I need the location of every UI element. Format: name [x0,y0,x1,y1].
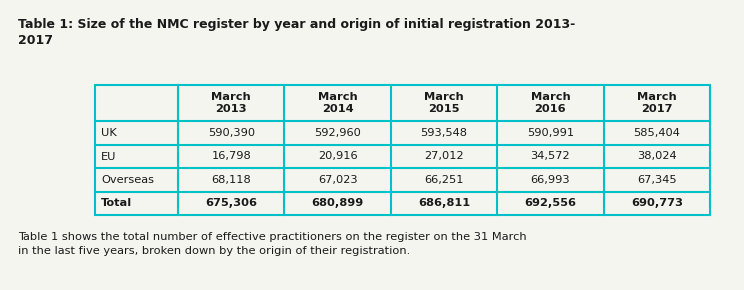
Text: 592,960: 592,960 [314,128,361,138]
Bar [95,85,710,215]
Text: March
2015: March 2015 [424,92,464,114]
Text: March
2017: March 2017 [637,92,677,114]
Text: 2017: 2017 [18,34,53,47]
Text: Table 1: Size of the NMC register by year and origin of initial registration 201: Table 1: Size of the NMC register by yea… [18,18,575,31]
Text: 68,118: 68,118 [211,175,251,185]
Text: 20,916: 20,916 [318,151,357,162]
Text: Overseas: Overseas [101,175,154,185]
Text: 38,024: 38,024 [637,151,676,162]
Text: 66,251: 66,251 [424,175,464,185]
Text: 66,993: 66,993 [530,175,570,185]
Text: March
2016: March 2016 [530,92,571,114]
Text: 16,798: 16,798 [211,151,251,162]
Text: 67,023: 67,023 [318,175,357,185]
Text: 585,404: 585,404 [633,128,680,138]
Text: Table 1 shows the total number of effective practitioners on the register on the: Table 1 shows the total number of effect… [18,232,527,256]
Text: 34,572: 34,572 [530,151,570,162]
Text: 590,390: 590,390 [208,128,254,138]
Text: 680,899: 680,899 [312,198,364,208]
Text: 67,345: 67,345 [637,175,676,185]
Text: 692,556: 692,556 [525,198,577,208]
Text: March
2014: March 2014 [318,92,358,114]
Text: 690,773: 690,773 [631,198,683,208]
Text: 686,811: 686,811 [418,198,470,208]
Text: UK: UK [101,128,117,138]
Text: 27,012: 27,012 [424,151,464,162]
Text: Total: Total [101,198,132,208]
Text: 593,548: 593,548 [420,128,467,138]
Text: 590,991: 590,991 [527,128,574,138]
Text: EU: EU [101,151,117,162]
Text: 675,306: 675,306 [205,198,257,208]
Text: March
2013: March 2013 [211,92,251,114]
